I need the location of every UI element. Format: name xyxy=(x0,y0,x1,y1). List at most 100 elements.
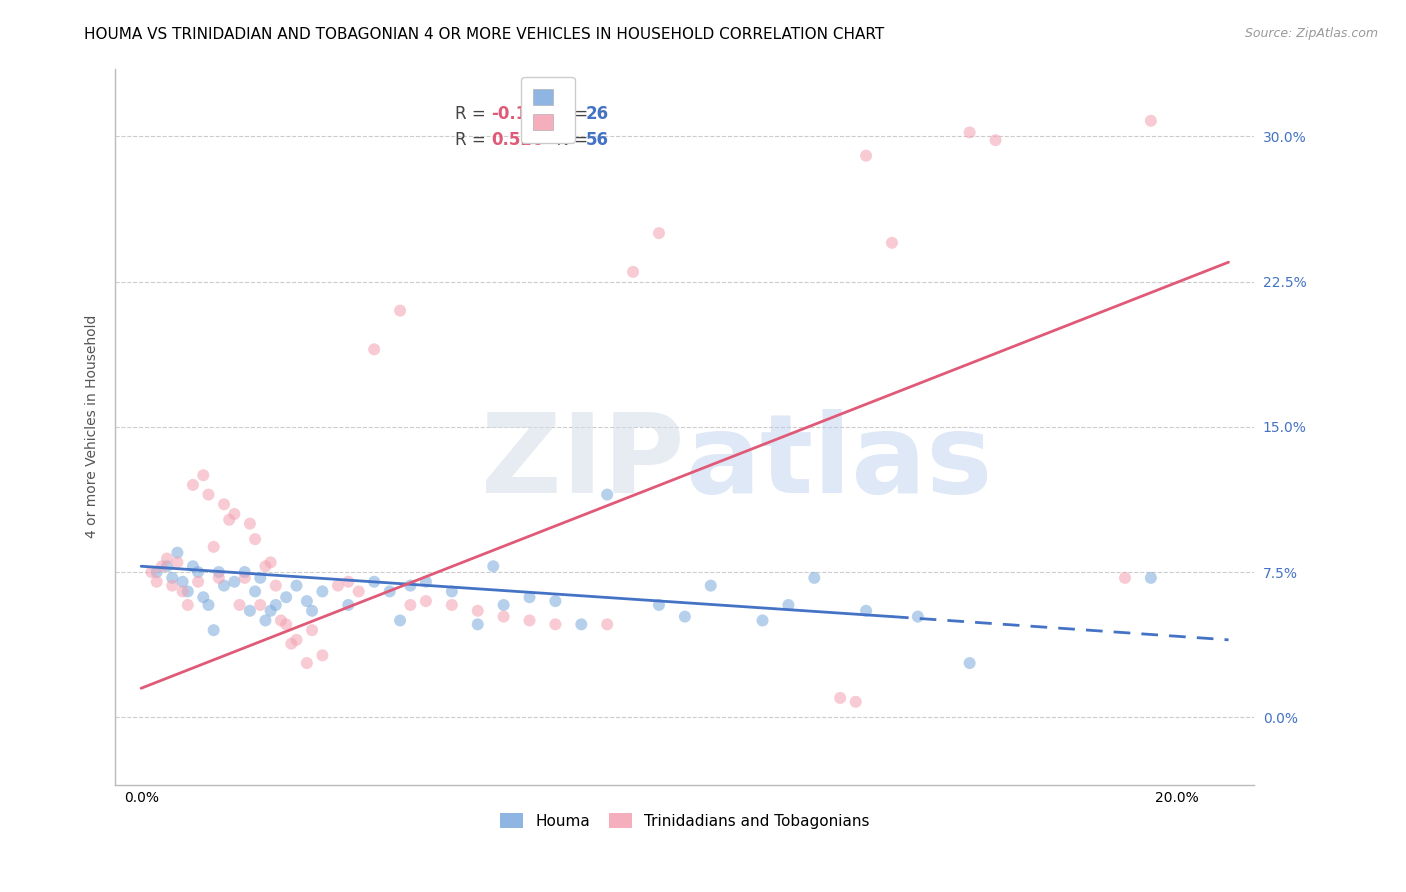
Point xyxy=(596,487,619,501)
Point xyxy=(855,604,877,618)
Point xyxy=(984,133,1007,147)
Point xyxy=(1140,113,1163,128)
Point xyxy=(544,617,567,632)
Point xyxy=(519,614,541,628)
Point xyxy=(492,598,515,612)
Point xyxy=(959,656,981,670)
Point xyxy=(156,559,179,574)
Point xyxy=(492,609,515,624)
Point xyxy=(621,265,644,279)
Point xyxy=(202,540,225,554)
Point xyxy=(596,617,619,632)
Text: R =: R = xyxy=(454,131,491,149)
Point xyxy=(177,598,200,612)
Text: 0.526: 0.526 xyxy=(491,131,544,149)
Point xyxy=(208,571,231,585)
Point xyxy=(378,584,401,599)
Point xyxy=(399,579,422,593)
Point xyxy=(264,598,287,612)
Point xyxy=(166,555,188,569)
Point xyxy=(569,617,592,632)
Point xyxy=(803,571,825,585)
Point xyxy=(1140,571,1163,585)
Point xyxy=(880,235,903,250)
Point xyxy=(172,584,194,599)
Point xyxy=(224,574,246,589)
Y-axis label: 4 or more Vehicles in Household: 4 or more Vehicles in Household xyxy=(86,315,100,539)
Point xyxy=(337,574,360,589)
Point xyxy=(1114,571,1136,585)
Point xyxy=(228,598,250,612)
Point xyxy=(160,571,183,585)
Point xyxy=(285,579,308,593)
Point xyxy=(778,598,800,612)
Point xyxy=(233,565,256,579)
Point xyxy=(243,584,266,599)
Text: Source: ZipAtlas.com: Source: ZipAtlas.com xyxy=(1244,27,1378,40)
Point xyxy=(181,559,204,574)
Text: N =: N = xyxy=(546,104,593,123)
Point xyxy=(311,648,333,663)
Point xyxy=(276,591,298,605)
Point xyxy=(208,565,231,579)
Point xyxy=(830,690,852,705)
Point xyxy=(150,559,173,574)
Point xyxy=(440,584,463,599)
Point xyxy=(544,594,567,608)
Point xyxy=(243,532,266,546)
Point xyxy=(648,226,671,240)
Point xyxy=(187,565,209,579)
Point xyxy=(254,614,277,628)
Point xyxy=(239,604,262,618)
Legend: Houma, Trinidadians and Tobagonians: Houma, Trinidadians and Tobagonians xyxy=(495,806,876,835)
Point xyxy=(177,584,200,599)
Text: 56: 56 xyxy=(586,131,609,149)
Text: -0.193: -0.193 xyxy=(491,104,551,123)
Point xyxy=(959,125,981,139)
Point xyxy=(218,513,240,527)
Point xyxy=(751,614,773,628)
Text: HOUMA VS TRINIDADIAN AND TOBAGONIAN 4 OR MORE VEHICLES IN HOUSEHOLD CORRELATION : HOUMA VS TRINIDADIAN AND TOBAGONIAN 4 OR… xyxy=(84,27,884,42)
Point xyxy=(202,623,225,637)
Point xyxy=(337,598,360,612)
Point xyxy=(160,579,183,593)
Point xyxy=(264,579,287,593)
Point xyxy=(389,614,412,628)
Point xyxy=(197,487,219,501)
Point xyxy=(224,507,246,521)
Point xyxy=(156,551,179,566)
Point xyxy=(301,604,323,618)
Point xyxy=(399,598,422,612)
Point xyxy=(482,559,505,574)
Text: N =: N = xyxy=(546,131,593,149)
Point xyxy=(440,598,463,612)
Point xyxy=(145,574,167,589)
Point xyxy=(166,546,188,560)
Point xyxy=(295,656,318,670)
Point xyxy=(363,343,385,357)
Point xyxy=(145,565,167,579)
Point xyxy=(276,617,298,632)
Point xyxy=(301,623,323,637)
Point xyxy=(249,571,271,585)
Point xyxy=(259,555,281,569)
Point xyxy=(239,516,262,531)
Text: ZIP: ZIP xyxy=(481,409,685,516)
Point xyxy=(648,598,671,612)
Point xyxy=(326,579,349,593)
Text: atlas: atlas xyxy=(685,409,993,516)
Point xyxy=(295,594,318,608)
Point xyxy=(197,598,219,612)
Point xyxy=(254,559,277,574)
Point xyxy=(141,565,163,579)
Point xyxy=(193,468,215,483)
Text: 26: 26 xyxy=(586,104,609,123)
Point xyxy=(467,617,489,632)
Point xyxy=(673,609,696,624)
Point xyxy=(212,579,235,593)
Text: R =: R = xyxy=(454,104,491,123)
Point xyxy=(415,574,437,589)
Point xyxy=(415,594,437,608)
Point xyxy=(233,571,256,585)
Point xyxy=(389,303,412,318)
